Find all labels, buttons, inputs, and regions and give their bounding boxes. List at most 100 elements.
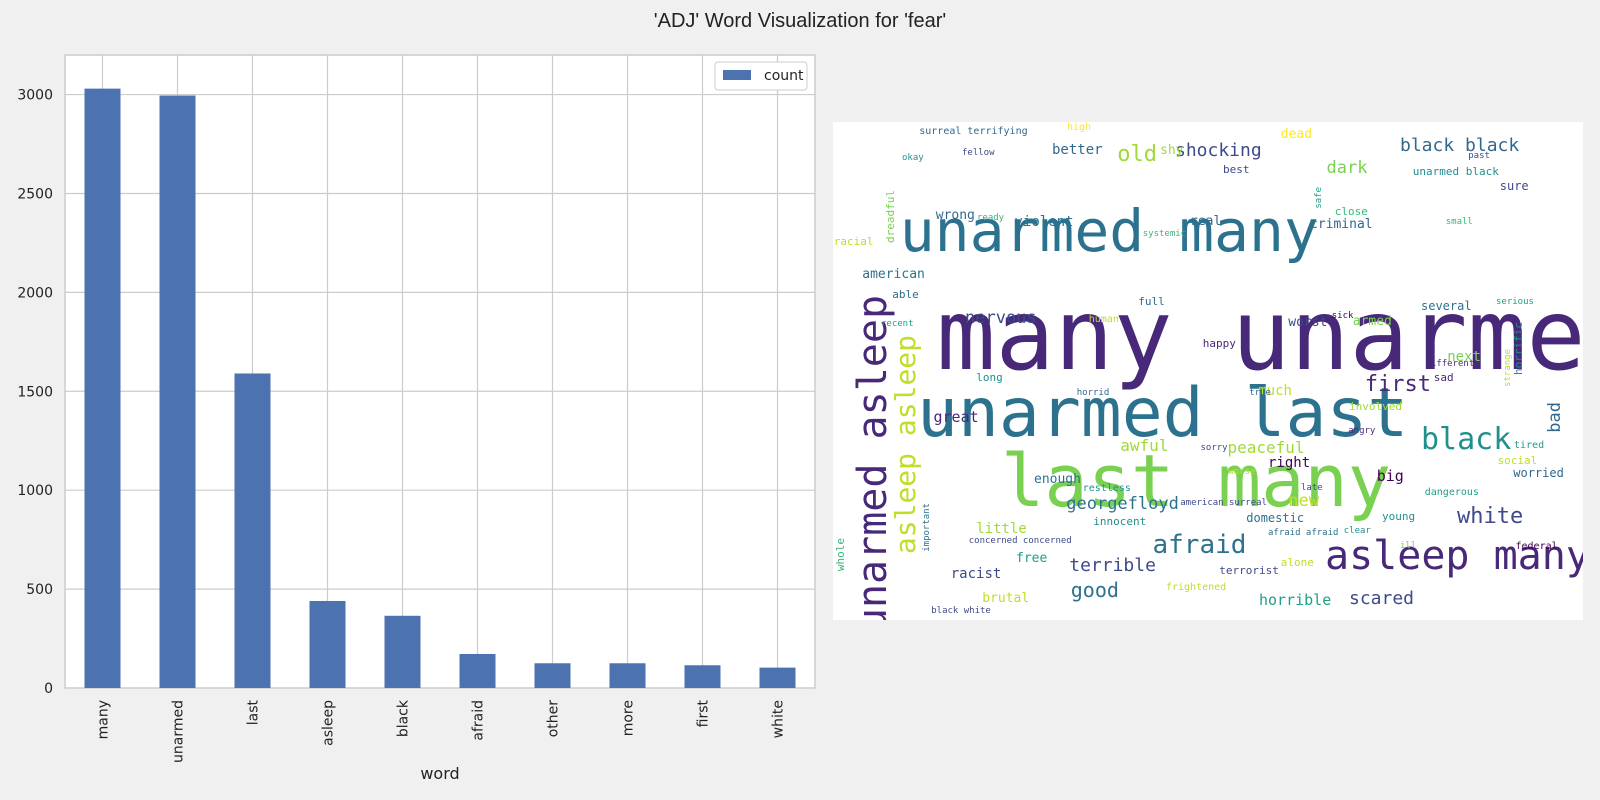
cloud-word: great xyxy=(933,407,979,426)
cloud-word: georgefloyd xyxy=(1066,494,1179,515)
cloud-word: little xyxy=(976,520,1027,537)
cloud-word: american surreal xyxy=(1180,497,1267,508)
cloud-word: nervous xyxy=(965,308,1037,329)
cloud-word: dead xyxy=(1280,126,1313,142)
cloud-word: recent xyxy=(881,319,914,330)
cloud-word: long xyxy=(976,370,1003,384)
cloud-word: unarmed last xyxy=(917,373,1409,453)
y-tick-label: 1500 xyxy=(17,384,53,400)
cloud-word: wrong xyxy=(935,208,975,224)
cloud-word: free xyxy=(1016,550,1048,566)
cloud-word: involved xyxy=(1349,399,1402,413)
cloud-word: sure xyxy=(1499,179,1529,194)
cloud-word: horrific xyxy=(1511,322,1525,376)
cloud-word: racist xyxy=(950,565,1002,582)
cloud-word: young xyxy=(1382,509,1416,523)
legend-box xyxy=(714,61,808,91)
cloud-word: unarmed asleep xyxy=(849,294,896,620)
cloud-word: worst xyxy=(1288,315,1328,331)
cloud-word: peaceful xyxy=(1227,437,1305,457)
cloud-word: asleep many xyxy=(1325,533,1583,580)
cloud-word: criminal xyxy=(1310,217,1373,233)
cloud-word: full xyxy=(1138,294,1165,308)
cloud-word: worried xyxy=(1513,466,1564,481)
cloud-word: afraid afraid xyxy=(1268,527,1339,538)
x-tick-label: white xyxy=(771,700,787,738)
cloud-word: bad xyxy=(1545,401,1565,433)
y-tick-label: 2500 xyxy=(17,186,53,202)
x-tick-label: first xyxy=(696,699,712,727)
bar-asleep xyxy=(309,600,346,688)
cloud-word: first xyxy=(1364,371,1431,397)
bar-black xyxy=(384,615,421,688)
cloud-word: dangerous xyxy=(1424,487,1479,499)
cloud-word: shocking xyxy=(1175,139,1262,161)
cloud-word: unarmed many xyxy=(899,196,1319,265)
y-tick-label: 500 xyxy=(26,582,53,598)
cloud-word: next xyxy=(1447,349,1481,366)
cloud-word: late xyxy=(1301,483,1323,494)
bar-unarmed xyxy=(159,95,196,688)
x-tick-label: asleep xyxy=(321,700,337,746)
cloud-word: afraid xyxy=(1152,529,1247,560)
cloud-word: several xyxy=(1421,298,1472,313)
cloud-word: big xyxy=(1376,467,1404,486)
cloud-word: asleep asleep xyxy=(889,334,923,554)
cloud-word: black xyxy=(1421,421,1512,457)
cloud-word: okay xyxy=(902,152,924,163)
y-tick-label: 2000 xyxy=(17,285,53,301)
cloud-word: terrorist xyxy=(1219,564,1279,578)
cloud-word: innocent xyxy=(1093,514,1147,528)
cloud-word: scared xyxy=(1349,588,1415,610)
cloud-word: sorry xyxy=(1200,442,1228,453)
bar-last xyxy=(234,373,271,688)
cloud-word: past xyxy=(1468,150,1490,161)
cloud-word: tired xyxy=(1514,439,1545,451)
x-tick-label: last xyxy=(246,700,262,726)
cloud-word: much xyxy=(1258,382,1292,399)
cloud-word: able xyxy=(892,287,919,301)
cloud-word: sad xyxy=(1433,370,1454,384)
cloud-word: federal xyxy=(1515,541,1558,553)
bar-other xyxy=(534,663,571,688)
cloud-word: ill xyxy=(1400,541,1417,552)
cloud-word: domestic xyxy=(1246,510,1305,525)
cloud-word: white xyxy=(1457,503,1524,529)
x-tick-label: more xyxy=(621,700,637,736)
cloud-word: good xyxy=(1070,578,1119,603)
cloud-word: many unarmed xyxy=(936,279,1584,394)
word-cloud: many unarmed last many unarmed last unarmed… xyxy=(833,122,1583,620)
bar-many xyxy=(84,88,121,689)
cloud-word: last many xyxy=(1001,438,1392,523)
cloud-word: true xyxy=(1249,387,1271,398)
cloud-word: surreal terrifying xyxy=(919,125,1028,137)
y-tick-label: 3000 xyxy=(17,88,53,104)
y-tick-label: 0 xyxy=(44,681,53,697)
cloud-word: new xyxy=(1288,491,1319,511)
x-tick-labels: many unarmed last asleep black afraid other mor… xyxy=(96,699,787,763)
cloud-word: human xyxy=(1088,314,1119,326)
cloud-word: black white xyxy=(931,606,991,617)
cloud-word: terrible xyxy=(1069,555,1156,577)
cloud-word: unarmed black xyxy=(1412,164,1499,178)
x-tick-label: black xyxy=(396,699,412,737)
cloud-word: different xyxy=(1425,359,1475,370)
bars xyxy=(84,88,796,689)
cloud-word: dark xyxy=(1326,157,1368,178)
x-tick-label: unarmed xyxy=(171,700,187,763)
cloud-word: high xyxy=(1067,122,1092,133)
legend-swatch xyxy=(723,70,751,80)
legend-label-count: count xyxy=(764,68,804,84)
cloud-word: ready xyxy=(977,213,1005,224)
cloud-word: strange xyxy=(1503,349,1514,388)
cloud-word: fellow xyxy=(962,147,995,158)
y-tick-label: 1000 xyxy=(17,483,53,499)
cloud-word: brutal xyxy=(982,591,1030,607)
x-tick-label: afraid xyxy=(471,700,487,741)
x-tick-label: many xyxy=(96,700,112,739)
cloud-word: black black xyxy=(1400,134,1520,156)
cloud-word: shy xyxy=(1160,142,1184,158)
cloud-word: happy xyxy=(1202,337,1236,351)
cloud-word: alone xyxy=(1280,556,1314,570)
cloud-word: old xyxy=(1117,141,1157,167)
